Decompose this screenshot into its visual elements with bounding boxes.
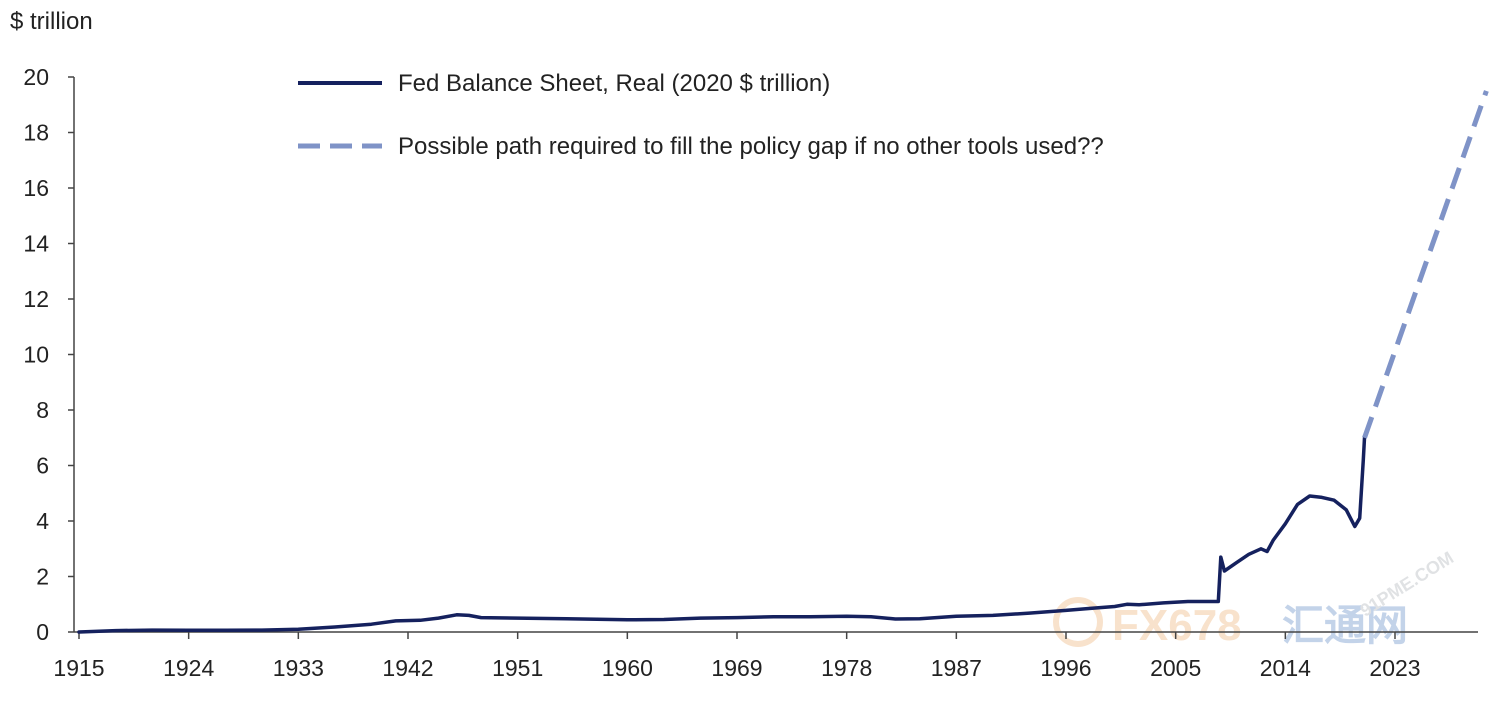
x-axis-ticks: 1915 1924 1933 1942 1951 1960 1969 1978 1987 1996…	[53, 632, 1421, 681]
y-tick-label: 10	[23, 342, 49, 368]
y-tick-label: 20	[23, 64, 49, 90]
x-tick-label: 1978	[821, 655, 872, 681]
x-tick-label: 1987	[931, 655, 982, 681]
y-tick-label: 4	[36, 508, 49, 534]
y-tick-label: 8	[36, 397, 49, 423]
series-line-2	[1362, 90, 1489, 439]
chart-legend: Fed Balance Sheet, Real (2020 $ trillion…	[298, 70, 1104, 160]
y-tick-label: 2	[36, 564, 49, 590]
x-tick-label: 1915	[53, 655, 104, 681]
x-tick-label: 1942	[382, 655, 433, 681]
x-tick-label: 1924	[163, 655, 214, 681]
watermark-chinese-text: 汇通网	[1282, 602, 1408, 649]
watermark-logo: FX678 汇通网 91PME.COM	[1053, 547, 1457, 650]
y-tick-label: 6	[36, 453, 49, 479]
legend-label-1: Fed Balance Sheet, Real (2020 $ trillion…	[398, 70, 830, 97]
y-axis-ticks: 0 2 4 6 8 10 12 14 16 18 20	[23, 64, 74, 645]
x-tick-label: 1951	[492, 655, 543, 681]
y-tick-label: 0	[36, 619, 49, 645]
x-tick-label: 1960	[602, 655, 653, 681]
y-tick-label: 18	[23, 120, 49, 146]
y-tick-label: 14	[23, 231, 49, 257]
series-line-1	[77, 436, 1367, 634]
legend-label-2: Possible path required to fill the polic…	[398, 133, 1104, 160]
watermark-circle	[1053, 597, 1103, 647]
watermark-brand-text: FX678	[1112, 601, 1242, 650]
x-tick-label: 2014	[1260, 655, 1311, 681]
x-tick-label: 1933	[273, 655, 324, 681]
x-tick-label: 1996	[1040, 655, 1091, 681]
y-axis-unit-label: $ trillion	[10, 8, 93, 35]
y-tick-label: 12	[23, 286, 49, 312]
y-tick-label: 16	[23, 175, 49, 201]
x-tick-label: 2005	[1150, 655, 1201, 681]
x-tick-label: 2023	[1369, 655, 1420, 681]
chart-series	[77, 90, 1489, 634]
x-tick-label: 1969	[711, 655, 762, 681]
